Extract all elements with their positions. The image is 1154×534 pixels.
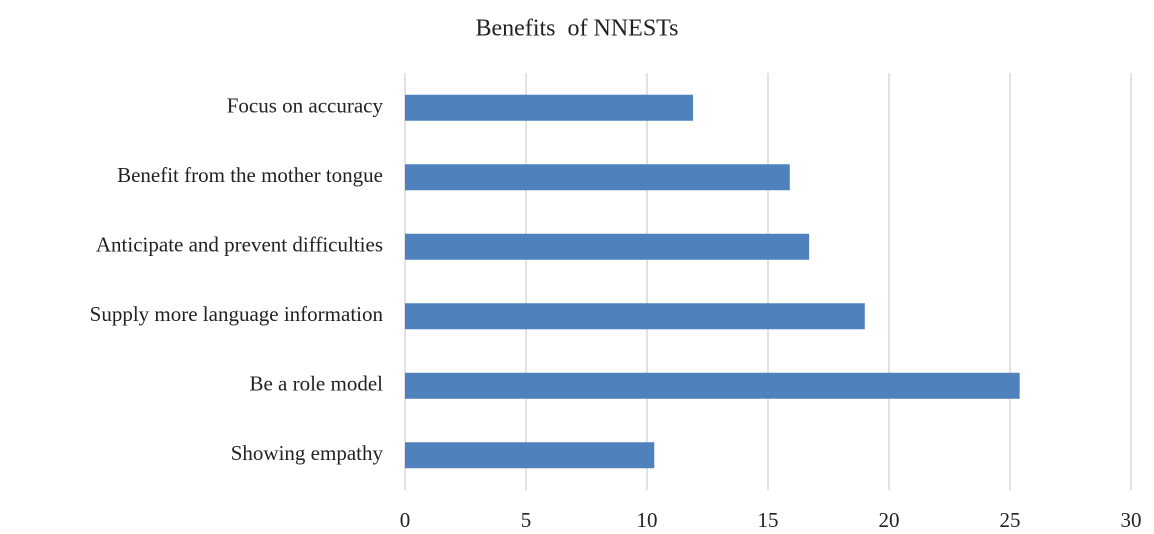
x-tick-label: 5 — [521, 508, 532, 532]
x-tick-label: 20 — [879, 508, 900, 532]
x-tick-label: 30 — [1121, 508, 1142, 532]
x-tick-label: 0 — [400, 508, 411, 532]
y-tick-label: Be a role model — [249, 372, 383, 396]
bar — [405, 442, 655, 469]
bar — [405, 164, 790, 191]
bar — [405, 233, 810, 260]
x-tick-label: 15 — [758, 508, 779, 532]
x-tick-label: 25 — [1000, 508, 1021, 532]
chart-title: Benefits of NNESTs — [476, 16, 679, 42]
bar — [405, 303, 865, 330]
y-tick-label: Benefit from the mother tongue — [117, 163, 383, 187]
bar — [405, 94, 693, 121]
y-tick-label: Focus on accuracy — [227, 94, 384, 118]
y-tick-label: Showing empathy — [231, 441, 384, 465]
y-tick-label: Anticipate and prevent difficulties — [96, 233, 383, 257]
y-tick-label: Supply more language information — [90, 302, 384, 326]
bar — [405, 372, 1020, 399]
x-tick-label: 10 — [637, 508, 658, 532]
